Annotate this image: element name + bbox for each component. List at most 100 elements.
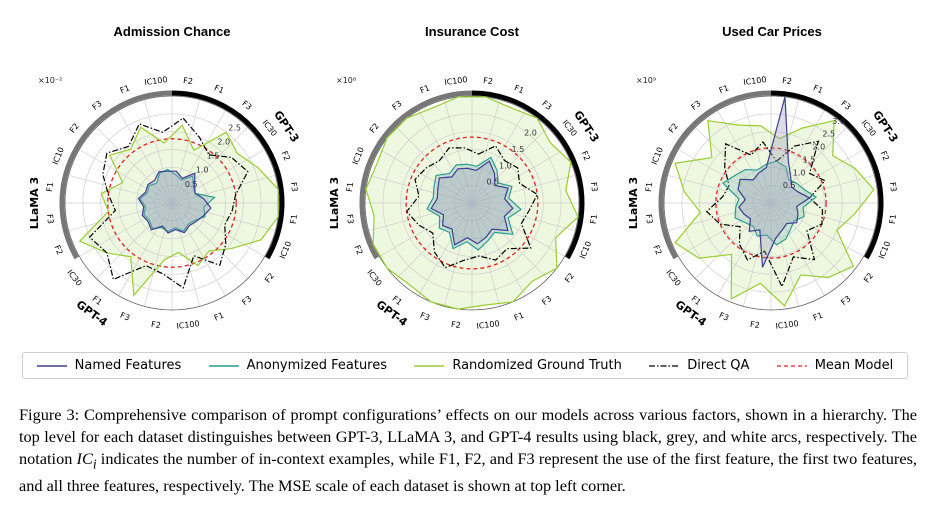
spoke-label: IC30	[664, 268, 682, 288]
legend-swatch-direct	[649, 364, 680, 367]
spoke-label: F1	[644, 182, 654, 193]
arc-llama	[59, 90, 173, 260]
arc-gpt3	[171, 90, 285, 260]
grid-spoke	[717, 202, 772, 296]
spoke-label: F2	[862, 271, 875, 284]
spoke-label: F1	[888, 214, 898, 225]
radar-panel-2: 0.51.01.52.02.53.0F2F1F3IC30F2F3F1IC10F2…	[627, 75, 901, 331]
spoke-label: F1	[812, 311, 824, 323]
spoke-label: F2	[368, 122, 381, 135]
ring-label: 2.0	[812, 143, 825, 152]
spoke-label: F1	[419, 83, 431, 95]
series-direct-qa	[705, 140, 826, 289]
grid-spoke	[695, 202, 772, 279]
spoke-label: F1	[718, 83, 730, 95]
spoke-label: F3	[644, 214, 654, 225]
model-label: GPT-4	[74, 298, 110, 329]
ring-label: 2.0	[524, 129, 537, 138]
spoke-label: IC100	[476, 319, 500, 331]
grid-spoke	[770, 202, 847, 279]
ring-label: 1.5	[512, 145, 525, 154]
grid-spoke	[770, 202, 875, 232]
spoke-label: F3	[289, 182, 299, 193]
arc-gpt3	[770, 90, 884, 260]
grid-spoke	[118, 110, 173, 204]
mse-scale-admission: ×10⁻²	[38, 76, 63, 85]
ring-label: 1.5	[207, 152, 220, 161]
grid-spoke	[171, 174, 276, 204]
grid-spoke	[68, 202, 173, 232]
legend-swatch-mean	[776, 364, 807, 367]
spoke-label: F2	[651, 244, 663, 256]
spoke-label: F3	[690, 99, 703, 112]
grid-spoke	[79, 149, 173, 204]
grid-spoke	[471, 202, 548, 279]
grid-spoke	[770, 127, 847, 204]
legend-swatch-anon	[208, 364, 239, 367]
legend-label-random: Randomized Ground Truth	[452, 358, 622, 373]
spoke-label: F2	[183, 76, 194, 86]
spoke-label: IC30	[365, 268, 383, 288]
grid-spoke	[770, 174, 875, 204]
spoke-label: F2	[451, 320, 462, 330]
grid-spoke	[471, 174, 576, 204]
grid-spoke	[96, 127, 173, 204]
spoke-label: F2	[151, 320, 162, 330]
ring-label: 2.0	[217, 137, 230, 146]
grid-spoke	[171, 127, 248, 204]
outer-ring	[663, 95, 879, 311]
grid-spoke	[443, 202, 473, 307]
grid-spoke	[143, 99, 173, 204]
spoke-label: F2	[52, 244, 64, 256]
spoke-label: F2	[263, 271, 276, 284]
model-label: GPT-3	[571, 108, 601, 144]
legend-swatch-random	[414, 364, 445, 367]
spoke-label: F2	[879, 150, 891, 162]
spoke-label: F2	[483, 76, 494, 86]
spoke-label: IC10	[278, 240, 293, 260]
grid-spoke	[143, 202, 173, 307]
grid-spoke	[471, 202, 576, 232]
spoke-label: F3	[839, 294, 852, 307]
model-label: GPT-4	[673, 298, 709, 329]
legend-swatch-named	[36, 364, 67, 367]
outer-ring	[364, 95, 580, 311]
legend-anon: Anonymized Features	[208, 358, 387, 373]
grid-spoke	[171, 202, 201, 307]
figure-caption: Figure 3: Comprehensive comparison of pr…	[19, 404, 917, 497]
spoke-label: IC100	[775, 319, 799, 331]
radar-panel-1: 0.51.01.52.0F2F1F3IC30F2F3F1IC10F2F3F1IC…	[328, 75, 602, 331]
legend-mean: Mean Model	[776, 358, 893, 373]
spoke-label: F3	[119, 311, 131, 323]
panel-title-insurance: Insurance Cost	[425, 24, 519, 39]
series-direct-qa	[88, 117, 249, 289]
spoke-label: F2	[352, 244, 364, 256]
panel-title-cars: Used Car Prices	[722, 24, 822, 39]
ring-label: 0.5	[783, 181, 796, 190]
model-label: GPT-3	[870, 108, 900, 144]
grid-spoke	[171, 110, 226, 204]
ring-label: 1.0	[793, 168, 806, 177]
arc-llama	[359, 90, 473, 260]
ring-label: 0.5	[487, 178, 500, 187]
spoke-label: F1	[289, 214, 299, 225]
grid-spoke	[171, 202, 276, 232]
legend: Named Features Anonymized Features Rando…	[22, 352, 908, 379]
grid-spoke	[118, 202, 173, 296]
grid-spoke	[396, 127, 473, 204]
grid-spoke	[770, 110, 825, 204]
spoke-label: IC10	[877, 240, 892, 260]
spoke-label: F3	[888, 182, 898, 193]
spoke-label: F3	[718, 311, 730, 323]
ring-label: 1.0	[499, 161, 512, 170]
grid-spoke	[471, 99, 501, 204]
spoke-label: F1	[513, 311, 525, 323]
spoke-label: F1	[119, 83, 131, 95]
model-label: GPT-3	[271, 108, 301, 144]
spoke-label: F2	[563, 271, 576, 284]
grid-spoke	[471, 202, 565, 257]
grid-spoke	[770, 202, 825, 296]
grid-spoke	[171, 202, 226, 296]
spoke-label: F2	[750, 320, 761, 330]
spoke-label: F1	[345, 182, 355, 193]
